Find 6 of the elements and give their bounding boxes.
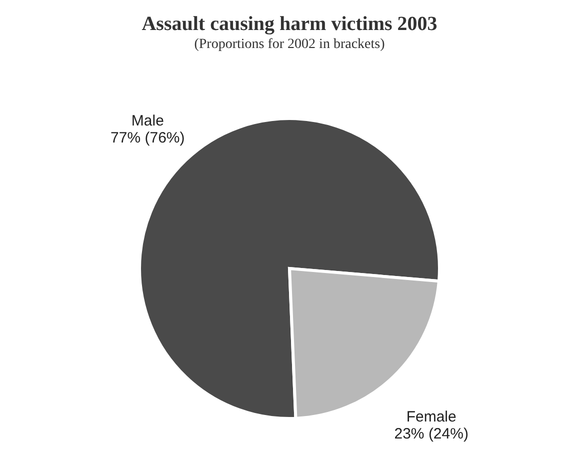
chart-title: Assault causing harm victims 2003 — [142, 13, 438, 35]
data-label: 77% (76%) — [110, 129, 185, 146]
data-label: 23% (24%) — [394, 426, 468, 443]
slice-label: Male — [131, 112, 164, 130]
chart-subtitle: (Proportions for 2002 in brackets) — [194, 37, 386, 52]
slice-label: Female — [406, 408, 456, 426]
